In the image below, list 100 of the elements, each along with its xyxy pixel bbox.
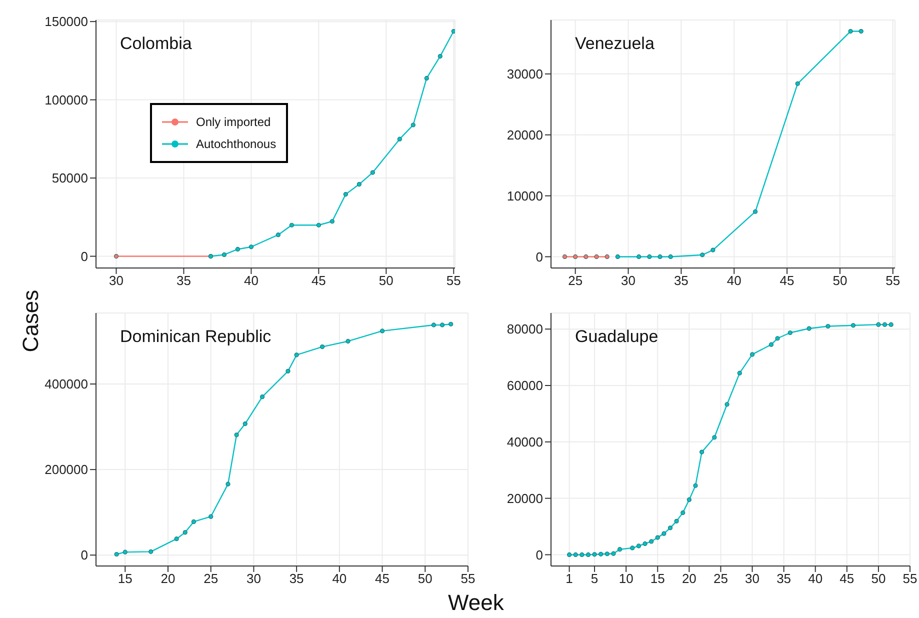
x-tick-label: 55 — [446, 273, 461, 288]
point — [795, 81, 800, 86]
x-tick-label: 35 — [674, 273, 688, 288]
point — [356, 182, 362, 187]
point — [248, 244, 254, 250]
point — [630, 546, 635, 550]
point — [668, 526, 673, 530]
y-tick-label: 50000 — [52, 170, 88, 186]
point — [294, 352, 299, 358]
x-tick-label: 55 — [902, 571, 918, 586]
x-tick-label: 35 — [289, 571, 304, 586]
x-tick-label: 40 — [726, 273, 742, 288]
y-tick-label: 0 — [80, 248, 88, 264]
x-tick-label: 15 — [650, 571, 665, 586]
point — [276, 232, 280, 238]
point — [343, 192, 348, 197]
point — [806, 326, 812, 331]
point — [611, 551, 616, 556]
point — [699, 450, 704, 454]
x-tick-label: 15 — [118, 571, 132, 586]
point — [888, 322, 894, 327]
point — [826, 324, 830, 329]
y-tick-label: 0 — [536, 547, 543, 562]
x-tick-label: 45 — [780, 273, 794, 288]
point — [768, 342, 774, 347]
y-tick-label: 80000 — [506, 322, 543, 337]
point — [615, 254, 620, 260]
point — [642, 541, 648, 546]
point — [122, 550, 128, 554]
point — [584, 254, 588, 260]
x-tick-label: 50 — [832, 273, 848, 288]
x-tick-label: 20 — [160, 571, 176, 586]
x-tick-label: 25 — [568, 273, 583, 288]
x-tick-label: 45 — [375, 571, 390, 586]
point — [662, 531, 666, 536]
point — [234, 432, 239, 438]
y-tick-label: 0 — [80, 548, 88, 563]
point — [260, 394, 265, 400]
point — [604, 254, 610, 260]
legend-label: Autochthonous — [196, 137, 276, 151]
x-tick-label: 50 — [378, 273, 394, 288]
point — [649, 539, 654, 544]
point — [788, 330, 792, 336]
text: Venezuela — [575, 34, 654, 54]
point — [330, 219, 334, 224]
point — [752, 209, 758, 214]
point — [448, 322, 454, 326]
x-tick-label: 1 — [566, 571, 573, 586]
y-tick-label: 40000 — [506, 434, 543, 450]
y-tick-label: 200000 — [44, 462, 88, 478]
point — [208, 514, 214, 519]
point — [724, 402, 730, 407]
point — [592, 552, 597, 557]
point — [573, 254, 578, 260]
point — [750, 352, 755, 357]
y-tick-label: 100000 — [44, 92, 88, 108]
x-tick-label: 45 — [311, 273, 326, 288]
point — [668, 254, 673, 260]
x-tick-label: 40 — [808, 571, 823, 586]
point — [226, 482, 230, 486]
point — [370, 170, 375, 175]
point — [289, 222, 294, 228]
point — [737, 370, 742, 376]
x-tick-label: 30 — [109, 273, 124, 288]
point — [580, 552, 584, 558]
point — [562, 254, 568, 260]
point — [346, 338, 350, 344]
point — [235, 246, 240, 252]
x-tick-label: 35 — [176, 273, 191, 288]
x-tick-label: 25 — [713, 571, 728, 586]
point — [710, 248, 716, 252]
point — [712, 435, 717, 440]
point — [174, 536, 179, 542]
point — [320, 344, 325, 350]
text: Guadalupe — [575, 327, 658, 347]
point — [700, 252, 705, 258]
point — [286, 368, 290, 374]
point — [573, 552, 578, 558]
point — [451, 28, 455, 34]
x-tick-label: 25 — [204, 571, 218, 586]
point — [594, 254, 599, 260]
x-axis-title: Week — [448, 590, 504, 616]
point — [686, 497, 692, 502]
point — [191, 519, 196, 524]
point — [636, 254, 642, 260]
x-tick-label: 20 — [682, 571, 696, 586]
point — [655, 535, 660, 540]
point — [636, 544, 641, 548]
point — [882, 322, 888, 327]
point — [848, 28, 853, 34]
point — [658, 254, 662, 260]
point — [410, 122, 416, 128]
y-tick-label: 10000 — [506, 188, 543, 204]
x-tick-label: 10 — [618, 571, 634, 586]
x-tick-label: 45 — [840, 571, 854, 586]
x-tick-label: 30 — [246, 571, 261, 586]
x-tick-label: 35 — [776, 571, 792, 586]
point — [380, 328, 385, 334]
point — [114, 254, 119, 259]
y-tick-label: 30000 — [506, 66, 543, 82]
